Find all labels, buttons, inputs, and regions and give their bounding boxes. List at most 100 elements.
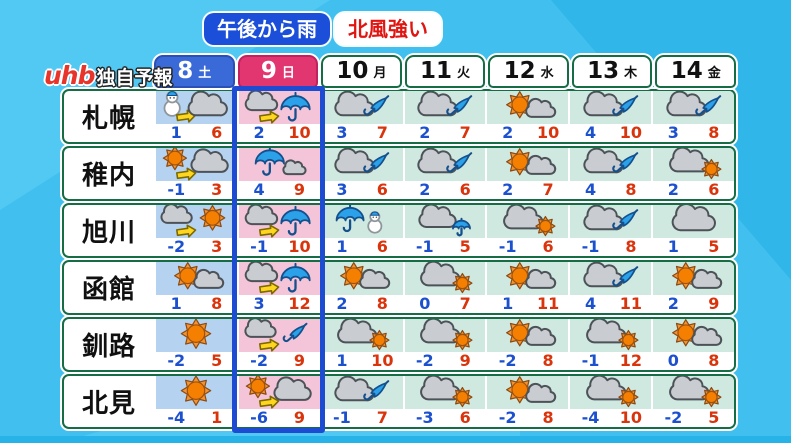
sun-cloud-icon	[340, 262, 400, 290]
low-temperature: 3	[336, 180, 348, 199]
low-temperature: -2	[415, 351, 434, 370]
cloud-closedumbrella-icon	[573, 205, 649, 238]
weather-icon-area	[653, 148, 734, 181]
date-header-10: 10 月	[321, 55, 402, 88]
sun-to-cloud-icon	[163, 148, 234, 181]
low-temperature: -1	[333, 408, 351, 427]
high-temperature: 10	[619, 123, 643, 142]
cloud-sun-icon	[573, 319, 639, 351]
low-temperature: 2	[336, 294, 348, 313]
high-temperature: 9	[459, 351, 471, 370]
cloud-sun-icon	[407, 376, 473, 408]
forecast-cell: 2 10	[236, 91, 320, 142]
temperature-area: -1 7	[321, 408, 403, 427]
temperature-area: -2 8	[487, 352, 569, 370]
high-temperature: 10	[619, 408, 643, 427]
sun-cloud-icon	[671, 319, 732, 347]
high-temperature: 3	[211, 237, 223, 256]
low-temperature: 1	[336, 237, 348, 256]
temperature-area: -1 8	[570, 237, 652, 256]
temperature-area: -2 8	[487, 409, 569, 427]
cloud-sun-icon	[573, 376, 639, 408]
temperature-area: 2 10	[487, 124, 569, 142]
forecast-cell: 1 11	[485, 262, 569, 313]
temperature-area: -1 3	[156, 181, 237, 199]
forecast-cell: 4 10	[568, 91, 652, 142]
high-temperature: 11	[619, 294, 643, 313]
cloud-to-umbrella-icon	[241, 91, 317, 124]
low-temperature: -6	[250, 408, 268, 427]
forecast-row: 北見 -4 1 -6 9 -1 7 -3 6 -2 8 -4 10 -2 5	[62, 374, 736, 429]
forecast-cell: -2 5	[154, 319, 237, 370]
weather-icon-area	[404, 205, 486, 238]
low-temperature: 0	[419, 294, 431, 313]
high-temperature: 3	[211, 180, 223, 199]
high-temperature: 6	[459, 180, 471, 199]
high-temperature: 12	[288, 294, 311, 313]
low-temperature: -1	[581, 237, 600, 256]
weather-icon-area	[156, 319, 237, 352]
weather-icon-area	[404, 262, 486, 295]
forecast-cell: -3 6	[402, 376, 486, 427]
temperature-area: -2 9	[238, 352, 320, 370]
high-temperature: 1	[211, 408, 223, 427]
headline-rain-afternoon: 午後から雨	[204, 13, 330, 45]
city-name: 北見	[81, 389, 136, 419]
temperature-area: 4 10	[570, 123, 652, 142]
low-temperature: 4	[584, 123, 597, 142]
headline-banner: 午後から雨 北風強い	[204, 13, 441, 45]
weather-icon-area	[156, 262, 237, 295]
low-temperature: 3	[336, 123, 348, 142]
high-temperature: 8	[625, 237, 637, 256]
forecast-cell: -1 12	[568, 319, 652, 370]
temperature-area: -2 3	[156, 238, 237, 256]
high-temperature: 11	[536, 294, 560, 313]
low-temperature: 1	[667, 237, 679, 256]
weather-icon-area	[653, 205, 734, 238]
headline-strong-north-wind: 北風強い	[335, 13, 441, 45]
high-temperature: 9	[293, 180, 306, 199]
high-temperature: 10	[288, 123, 311, 142]
low-temperature: -1	[498, 237, 517, 256]
high-temperature: 6	[708, 180, 720, 199]
umbrella-cloud-icon	[241, 148, 317, 181]
broadcaster-brand: uhb 独自予報	[44, 61, 173, 90]
cloud-closedumbrella-icon	[324, 376, 400, 409]
weather-icon-area	[156, 205, 237, 238]
cloud-to-umbrella-icon	[241, 262, 317, 295]
day-of-week: 土	[198, 65, 212, 81]
date-number: 11	[420, 58, 453, 84]
weather-icon-area	[238, 262, 320, 295]
high-temperature: 8	[376, 294, 388, 313]
city-name: 函館	[81, 275, 136, 305]
high-temperature: 7	[542, 180, 554, 199]
low-temperature: -4	[581, 408, 600, 427]
forecast-cell: -1 3	[154, 148, 237, 199]
high-temperature: 8	[211, 294, 223, 313]
umbrella-snowman-icon	[324, 205, 400, 238]
cloud-closedumbrella-icon	[573, 91, 649, 124]
forecast-cell: -1 8	[568, 205, 652, 256]
high-temperature: 6	[542, 237, 554, 256]
date-header-row: 8 土 9 日 10 月 11 火 12 水 13 木 14 金	[154, 55, 737, 88]
temperature-area: -4 1	[156, 409, 237, 427]
date-number: 14	[670, 58, 703, 84]
high-temperature: 8	[708, 123, 720, 142]
sun-cloud-icon	[505, 262, 566, 290]
temperature-area: -1 5	[404, 238, 486, 256]
